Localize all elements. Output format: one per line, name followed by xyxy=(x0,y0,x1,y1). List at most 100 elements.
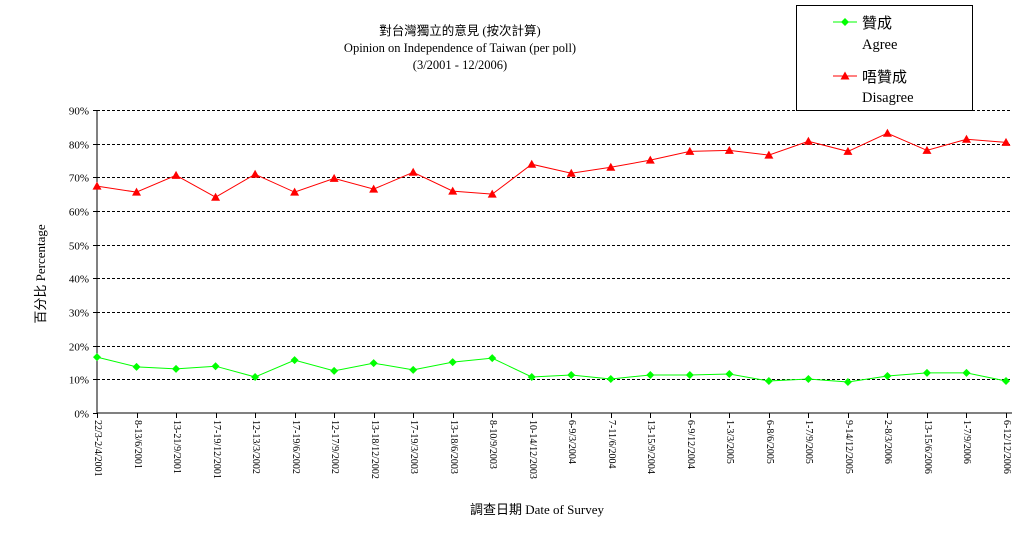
y-tick-label: 20% xyxy=(69,342,89,354)
x-tick-label: 17-19/12/2001 xyxy=(211,420,222,479)
agree-point xyxy=(883,371,892,380)
disagree-point xyxy=(843,146,853,155)
disagree-point xyxy=(566,168,576,177)
x-tick-label: 22/3-2/4/2001 xyxy=(92,420,103,477)
x-tick-label: 13-21/9/2001 xyxy=(171,420,182,474)
disagree-point xyxy=(290,187,300,196)
x-tick-label: 17-19/3/2003 xyxy=(408,420,419,474)
agree-point xyxy=(488,354,497,363)
agree-point xyxy=(725,369,734,378)
x-tick-label: 13-15/9/2004 xyxy=(645,420,656,474)
y-tick-label: 40% xyxy=(69,274,89,286)
disagree-point xyxy=(1001,137,1011,146)
x-axis-title: 調查日期 Date of Survey xyxy=(470,502,604,517)
agree-point xyxy=(606,374,615,383)
x-tick-label: 17-19/6/2002 xyxy=(290,420,301,474)
agree-point xyxy=(132,362,141,371)
disagree-point xyxy=(448,186,458,195)
legend-marker-disagree xyxy=(840,71,850,80)
agree-point xyxy=(211,362,220,371)
legend-label-agree-zh: 贊成 xyxy=(862,15,892,32)
chart-subtitle: Opinion on Independence of Taiwan (per p… xyxy=(344,41,576,55)
y-tick-label: 60% xyxy=(69,207,89,219)
agree-point xyxy=(448,358,457,367)
chart-title-block: 對台灣獨立的意見 (按次計算) Opinion on Independence … xyxy=(344,23,576,72)
legend-label-disagree: Disagree xyxy=(862,90,914,106)
agree-point xyxy=(922,368,931,377)
legend-label-agree: Agree xyxy=(862,37,897,53)
x-tick-label: 6-9/12/2004 xyxy=(685,420,696,469)
x-tick-label: 8-13/6/2001 xyxy=(132,420,143,469)
disagree-point xyxy=(764,150,774,159)
x-tick-label: 9-14/12/2005 xyxy=(843,420,854,474)
y-axis-title: 百分比 Percentage xyxy=(33,224,48,324)
disagree-point xyxy=(882,128,892,137)
agree-point xyxy=(764,377,773,386)
agree-point xyxy=(93,353,101,362)
legend-label-disagree-zh: 唔贊成 xyxy=(862,69,907,86)
x-tick-label: 12-13/3/2002 xyxy=(250,420,261,474)
agree-point xyxy=(251,372,260,381)
disagree-point xyxy=(92,181,102,190)
y-axis-ticks: 0% 10% 20% 30% 40% 50% 60% 70% 80% 90% xyxy=(69,106,97,421)
disagree-point xyxy=(329,173,339,182)
agree-point xyxy=(527,372,536,381)
x-tick-label: 8-10/9/2003 xyxy=(487,420,498,469)
agree-point xyxy=(330,366,339,375)
disagree-series xyxy=(92,128,1011,201)
gridlines xyxy=(97,110,1012,380)
disagree-point xyxy=(645,155,655,164)
agree-point xyxy=(369,359,378,368)
x-tick-label: 1-7/9/2006 xyxy=(961,420,972,464)
x-tick-label: 1-3/3/2005 xyxy=(724,420,735,464)
disagree-point xyxy=(369,184,379,193)
x-tick-label: 6-9/3/2004 xyxy=(566,420,577,464)
agree-point xyxy=(804,374,813,383)
disagree-point xyxy=(250,169,260,178)
disagree-point xyxy=(606,162,616,171)
disagree-line xyxy=(96,132,1007,198)
y-tick-label: 80% xyxy=(69,140,89,152)
legend-marker-agree xyxy=(841,18,849,26)
x-tick-label: 7-11/6/2004 xyxy=(606,420,617,469)
agree-point xyxy=(290,356,299,365)
chart-title: 對台灣獨立的意見 (按次計算) xyxy=(379,23,540,38)
disagree-point xyxy=(803,136,813,145)
series-layer xyxy=(92,128,1011,387)
agree-series xyxy=(93,353,1010,387)
x-tick-label: 6-12/12/2006 xyxy=(1001,420,1012,474)
x-tick-label: 13-18/6/2003 xyxy=(448,420,459,474)
x-tick-label: 6-8/6/2005 xyxy=(764,420,775,464)
disagree-point xyxy=(922,145,932,154)
disagree-point xyxy=(961,134,971,143)
disagree-point xyxy=(527,159,537,168)
x-tick-label: 13-15/6/2006 xyxy=(922,420,933,474)
legend-swatches xyxy=(833,18,857,80)
agree-point xyxy=(646,370,655,379)
disagree-point xyxy=(408,167,418,176)
y-tick-label: 50% xyxy=(69,241,89,253)
chart-date-range: (3/2001 - 12/2006) xyxy=(413,58,507,72)
legend-box xyxy=(796,5,973,111)
x-tick-label: 12-17/9/2002 xyxy=(329,420,340,474)
disagree-point xyxy=(487,189,497,198)
x-tick-label: 13-18/12/2002 xyxy=(369,420,380,479)
disagree-point xyxy=(685,146,695,155)
y-tick-label: 0% xyxy=(74,409,89,421)
agree-point xyxy=(962,368,971,377)
y-tick-label: 10% xyxy=(69,375,89,387)
agree-point xyxy=(685,370,694,379)
disagree-point xyxy=(171,170,181,179)
y-tick-label: 30% xyxy=(69,308,89,320)
x-tick-label: 10-14/12/2003 xyxy=(527,420,538,479)
agree-point xyxy=(843,378,852,387)
agree-point xyxy=(409,365,418,374)
disagree-point xyxy=(132,187,142,196)
agree-point xyxy=(1002,377,1010,386)
disagree-point xyxy=(211,192,221,201)
y-tick-label: 90% xyxy=(69,106,89,118)
agree-point xyxy=(172,364,181,373)
legend: 贊成 Agree 唔贊成 Disagree xyxy=(796,5,973,111)
agree-point xyxy=(567,370,576,379)
